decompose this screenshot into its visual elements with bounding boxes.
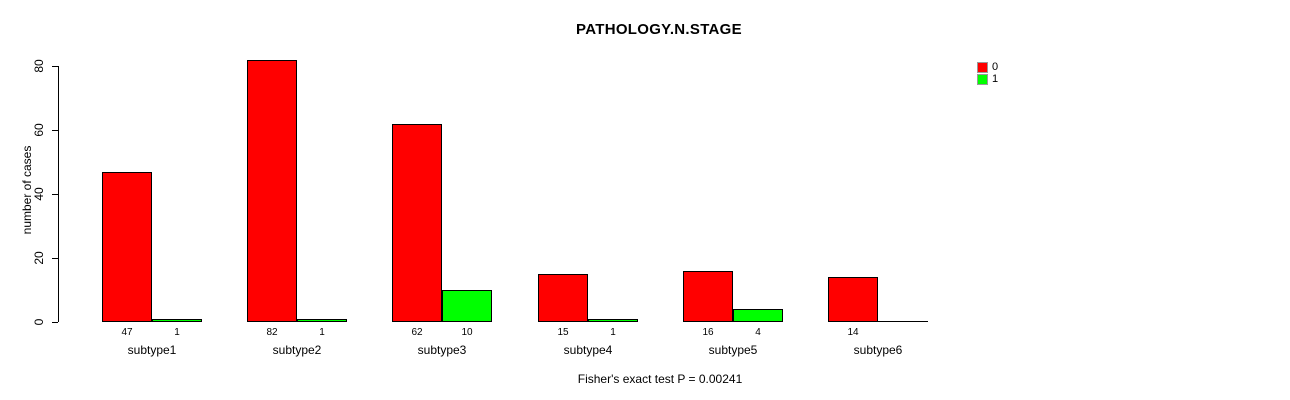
y-tick-label: 40 [32, 187, 46, 201]
y-tick [52, 322, 58, 323]
bar-series-1-zero [878, 321, 928, 322]
bar-value-label: 14 [847, 327, 859, 338]
legend-swatch [977, 62, 988, 73]
bar-series-0 [828, 277, 878, 322]
legend-row: 0 [977, 62, 998, 73]
y-tick-label: 60 [32, 123, 46, 137]
bar-series-1 [297, 319, 347, 322]
bar-value-label: 62 [411, 327, 423, 338]
bar-value-label: 82 [266, 327, 278, 338]
bar-value-label: 1 [174, 327, 180, 338]
bar-series-0 [538, 274, 588, 322]
caption: Fisher's exact test P = 0.00241 [577, 372, 743, 386]
y-tick [52, 194, 58, 195]
category-label: subtype3 [417, 343, 467, 357]
legend-swatch [977, 74, 988, 85]
bar-series-0 [683, 271, 733, 322]
y-tick [52, 258, 58, 259]
bar-value-label: 16 [702, 327, 714, 338]
y-tick [52, 66, 58, 67]
chart-title: PATHOLOGY.N.STAGE [576, 21, 742, 38]
category-label: subtype5 [708, 343, 758, 357]
category-label: subtype4 [563, 343, 613, 357]
bar-value-label: 47 [121, 327, 133, 338]
category-label: subtype1 [127, 343, 177, 357]
bar-value-label: 1 [610, 327, 616, 338]
bar-series-0 [247, 60, 297, 322]
bar-series-1 [442, 290, 492, 322]
y-tick-label: 20 [32, 251, 46, 265]
bar-series-1 [588, 319, 638, 322]
bar-value-label: 4 [755, 327, 761, 338]
category-label: subtype2 [272, 343, 322, 357]
legend-row: 1 [977, 74, 998, 85]
y-tick-label: 0 [32, 318, 46, 326]
bar-series-0 [102, 172, 152, 322]
bar-series-0 [392, 124, 442, 322]
bar-value-label: 1 [319, 327, 325, 338]
legend-label: 0 [992, 61, 999, 73]
bar-series-1 [152, 319, 202, 322]
bar-series-1 [733, 309, 783, 322]
legend-label: 1 [992, 73, 999, 85]
y-axis [58, 66, 59, 322]
y-tick [52, 130, 58, 131]
category-label: subtype6 [853, 343, 903, 357]
bar-value-label: 10 [461, 327, 473, 338]
y-tick-label: 80 [32, 59, 46, 73]
bar-value-label: 15 [557, 327, 569, 338]
